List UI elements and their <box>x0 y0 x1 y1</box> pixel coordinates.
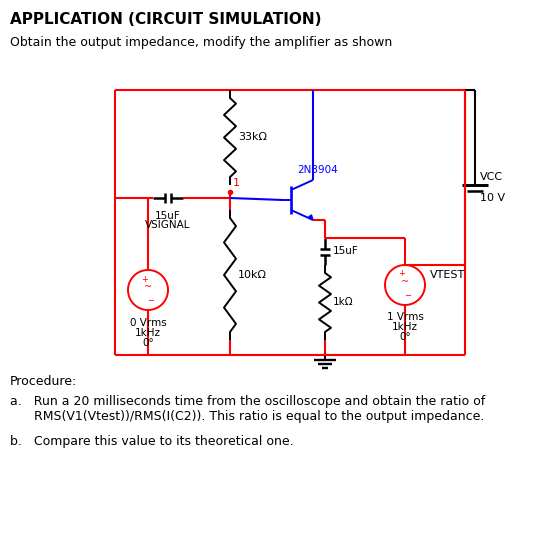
Text: 1kΩ: 1kΩ <box>333 297 353 307</box>
Text: +: + <box>399 269 406 279</box>
Text: 1kHz: 1kHz <box>392 322 418 332</box>
Text: ~: ~ <box>401 277 409 287</box>
Text: 33kΩ: 33kΩ <box>238 132 267 142</box>
Text: ~: ~ <box>144 282 152 292</box>
Text: VCC: VCC <box>480 172 503 182</box>
Text: Obtain the output impedance, modify the amplifier as shown: Obtain the output impedance, modify the … <box>10 36 392 49</box>
Text: 10 V: 10 V <box>480 193 505 203</box>
Text: b.   Compare this value to its theoretical one.: b. Compare this value to its theoretical… <box>10 435 294 448</box>
Polygon shape <box>308 215 313 220</box>
Text: 1: 1 <box>233 178 240 188</box>
Text: −: − <box>147 296 154 306</box>
Text: 2N3904: 2N3904 <box>297 165 338 175</box>
Text: RMS(V1(Vtest))/RMS(I(C2)). This ratio is equal to the output impedance.: RMS(V1(Vtest))/RMS(I(C2)). This ratio is… <box>10 410 484 423</box>
Text: 0°: 0° <box>142 338 154 348</box>
Text: +: + <box>141 274 148 283</box>
Text: 1 Vrms: 1 Vrms <box>387 312 423 322</box>
Text: −: − <box>405 292 412 300</box>
Text: Procedure:: Procedure: <box>10 375 77 388</box>
Text: 0 Vrms: 0 Vrms <box>130 318 166 328</box>
Text: 15uF: 15uF <box>333 246 359 256</box>
Text: a.   Run a 20 milliseconds time from the oscilloscope and obtain the ratio of: a. Run a 20 milliseconds time from the o… <box>10 395 485 408</box>
Text: APPLICATION (CIRCUIT SIMULATION): APPLICATION (CIRCUIT SIMULATION) <box>10 12 322 27</box>
Text: VTEST: VTEST <box>430 270 465 280</box>
Text: VSIGNAL: VSIGNAL <box>145 220 191 230</box>
Text: 15uF: 15uF <box>155 211 181 221</box>
Text: 1kHz: 1kHz <box>135 328 161 338</box>
Text: 10kΩ: 10kΩ <box>238 270 267 280</box>
Text: 0°: 0° <box>399 332 411 342</box>
